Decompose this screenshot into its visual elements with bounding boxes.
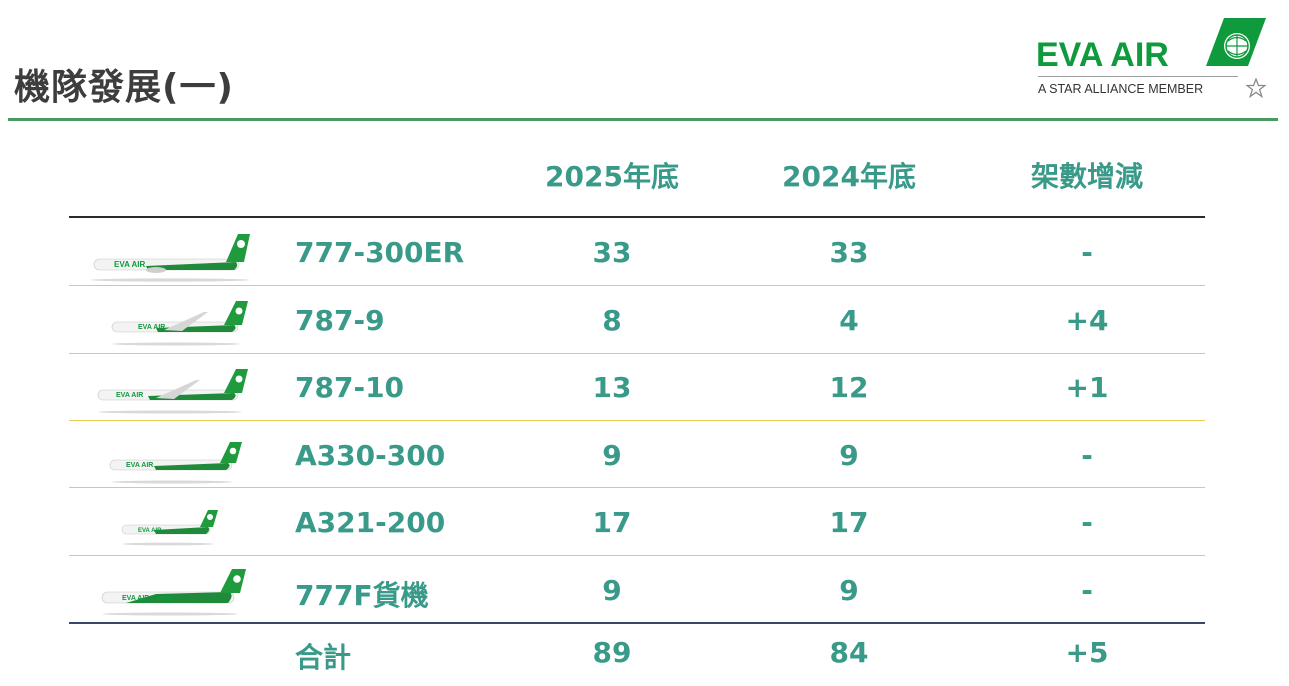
total-rule [69,622,1205,624]
total-2024: 84 [829,636,869,669]
eva-air-logo: EVA AIR A STAR ALLIANCE MEMBER [1036,16,1268,106]
header-2024: 2024年底 [782,160,916,193]
plane-livery-label: EVA AIR [138,324,165,331]
boeing-787-10-plane-icon: EVA AIR [97,369,248,414]
model-777f: 777F貨機 [295,579,429,612]
cell-2025: 9 [602,574,622,607]
cell-change: - [1081,236,1093,269]
cell-2025: 13 [592,371,632,404]
cell-2024: 9 [839,439,859,472]
model-a321-200: A321-200 [295,506,446,539]
row-divider [69,285,1205,286]
row-divider [69,420,1205,421]
airbus-a330-300-plane-icon: EVA AIR [109,442,242,484]
page-title: 機隊發展(一) [14,67,234,108]
model-787-9: 787-9 [295,304,385,337]
plane-livery-label: EVA AIR [114,260,145,269]
star-alliance-icon [1246,78,1266,98]
cell-change: - [1081,574,1093,607]
cell-change: - [1081,439,1093,472]
cell-2025: 33 [592,236,632,269]
cell-2024: 4 [839,304,859,337]
plane-livery-label: EVA AIR [126,462,153,469]
header-divider [8,118,1278,121]
cell-2024: 33 [829,236,869,269]
boeing-787-9-plane-icon: EVA AIR [111,301,248,346]
total-label: 合計 [295,641,352,674]
logo-tail-icon [1206,18,1266,66]
cell-2024: 12 [829,371,869,404]
plane-livery-label: EVA AIR [116,392,143,399]
cell-2025: 17 [592,506,632,539]
model-777-300er: 777-300ER [295,236,465,269]
row-divider [69,487,1205,488]
cell-2025: 9 [602,439,622,472]
model-787-10: 787-10 [295,371,405,404]
cell-2024: 17 [829,506,869,539]
table-top-rule [69,216,1205,218]
logo-wordmark: EVA AIR [1036,36,1169,74]
cell-2024: 9 [839,574,859,607]
model-a330-300: A330-300 [295,439,446,472]
row-divider [69,555,1205,556]
cell-2025: 8 [602,304,622,337]
row-divider [69,353,1205,354]
plane-livery-label: EVA AIR Cargo [122,595,172,602]
header-change: 架數增減 [1030,160,1143,193]
airbus-a321-200-plane-icon: EVA AIR [121,510,218,546]
header-2025: 2025年底 [545,160,679,193]
logo-divider [1038,76,1238,77]
logo-tagline: A STAR ALLIANCE MEMBER [1038,82,1204,96]
cell-change: +4 [1065,304,1109,337]
boeing-777-300er-plane-icon: EVA AIR [90,234,250,282]
total-2025: 89 [592,636,632,669]
cell-change: +1 [1065,371,1109,404]
cell-change: - [1081,506,1093,539]
plane-livery-label: EVA AIR [138,528,162,534]
total-change: +5 [1065,636,1109,669]
boeing-777f-cargo-plane-icon: EVA AIR Cargo [101,569,246,616]
